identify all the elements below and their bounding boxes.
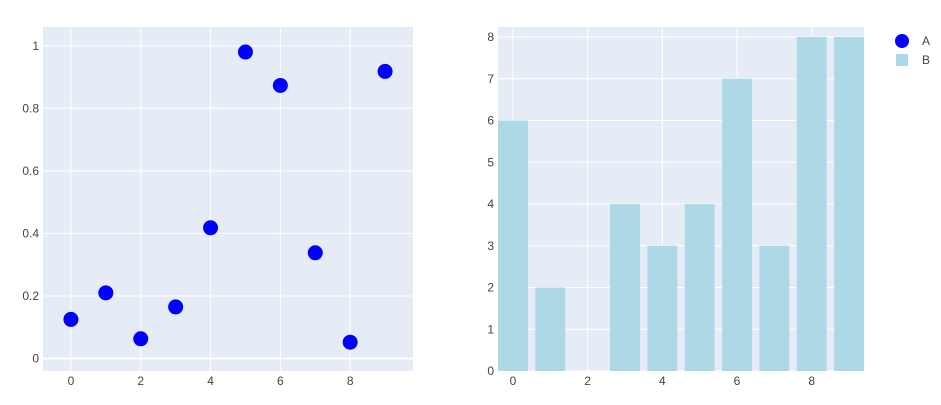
legend-item-a[interactable]: A [895,34,930,48]
bar[interactable] [796,37,827,372]
x-tick-label: 4 [659,374,666,388]
legend-item-b[interactable]: B [896,53,930,67]
scatter-point[interactable] [168,299,184,315]
bar[interactable] [684,204,715,371]
legend-marker-a [895,34,909,48]
plot-area [43,27,413,371]
y-tick-label: 7 [487,72,494,86]
legend-label-a: A [922,34,930,48]
y-tick-label: 0.2 [22,289,39,303]
y-tick-label: 2 [487,281,494,295]
y-tick-label: 1 [32,39,39,53]
y-tick-label: 0 [487,364,494,378]
legend[interactable]: A B [895,34,930,67]
scatter-point[interactable] [203,220,219,236]
scatter-point[interactable] [377,63,393,79]
x-tick-label: 8 [347,374,354,388]
scatter-point[interactable] [98,285,114,301]
scatter-panel: 0 2 4 6 8 0 0.2 0.4 0.6 0.8 1 [22,27,413,388]
x-tick-label: 2 [137,374,144,388]
bar[interactable] [647,245,678,371]
bar[interactable] [498,120,528,372]
bar[interactable] [535,287,566,371]
bar[interactable] [759,245,790,371]
x-tick-label: 2 [584,374,591,388]
x-tick-label: 8 [808,374,815,388]
y-tick-label: 4 [487,197,494,211]
y-tick-label: 0.4 [22,226,39,240]
y-tick-label: 6 [487,114,494,128]
scatter-point[interactable] [307,245,323,261]
scatter-point[interactable] [63,311,79,327]
y-tick-label: 0 [32,351,39,365]
y-tick-label: 8 [487,30,494,44]
bar[interactable] [834,37,864,372]
legend-marker-b [896,54,908,66]
y-tick-label: 5 [487,155,494,169]
x-tick-label: 0 [68,374,75,388]
scatter-point[interactable] [272,77,288,93]
bar-panel: 0 2 4 6 8 0 1 2 3 4 5 6 7 8 [487,27,864,388]
bar[interactable] [610,204,640,371]
scatter-point[interactable] [237,44,253,60]
x-tick-label: 6 [277,374,284,388]
y-tick-label: 0.8 [22,101,39,115]
x-tick-label: 6 [734,374,741,388]
scatter-point[interactable] [133,331,149,347]
x-tick-label: 0 [510,374,517,388]
y-tick-label: 0.6 [22,164,39,178]
x-tick-label: 4 [207,374,214,388]
y-tick-label: 3 [487,239,494,253]
legend-label-b: B [922,53,930,67]
bar[interactable] [722,78,752,371]
y-tick-label: 1 [487,322,494,336]
scatter-point[interactable] [342,334,358,350]
